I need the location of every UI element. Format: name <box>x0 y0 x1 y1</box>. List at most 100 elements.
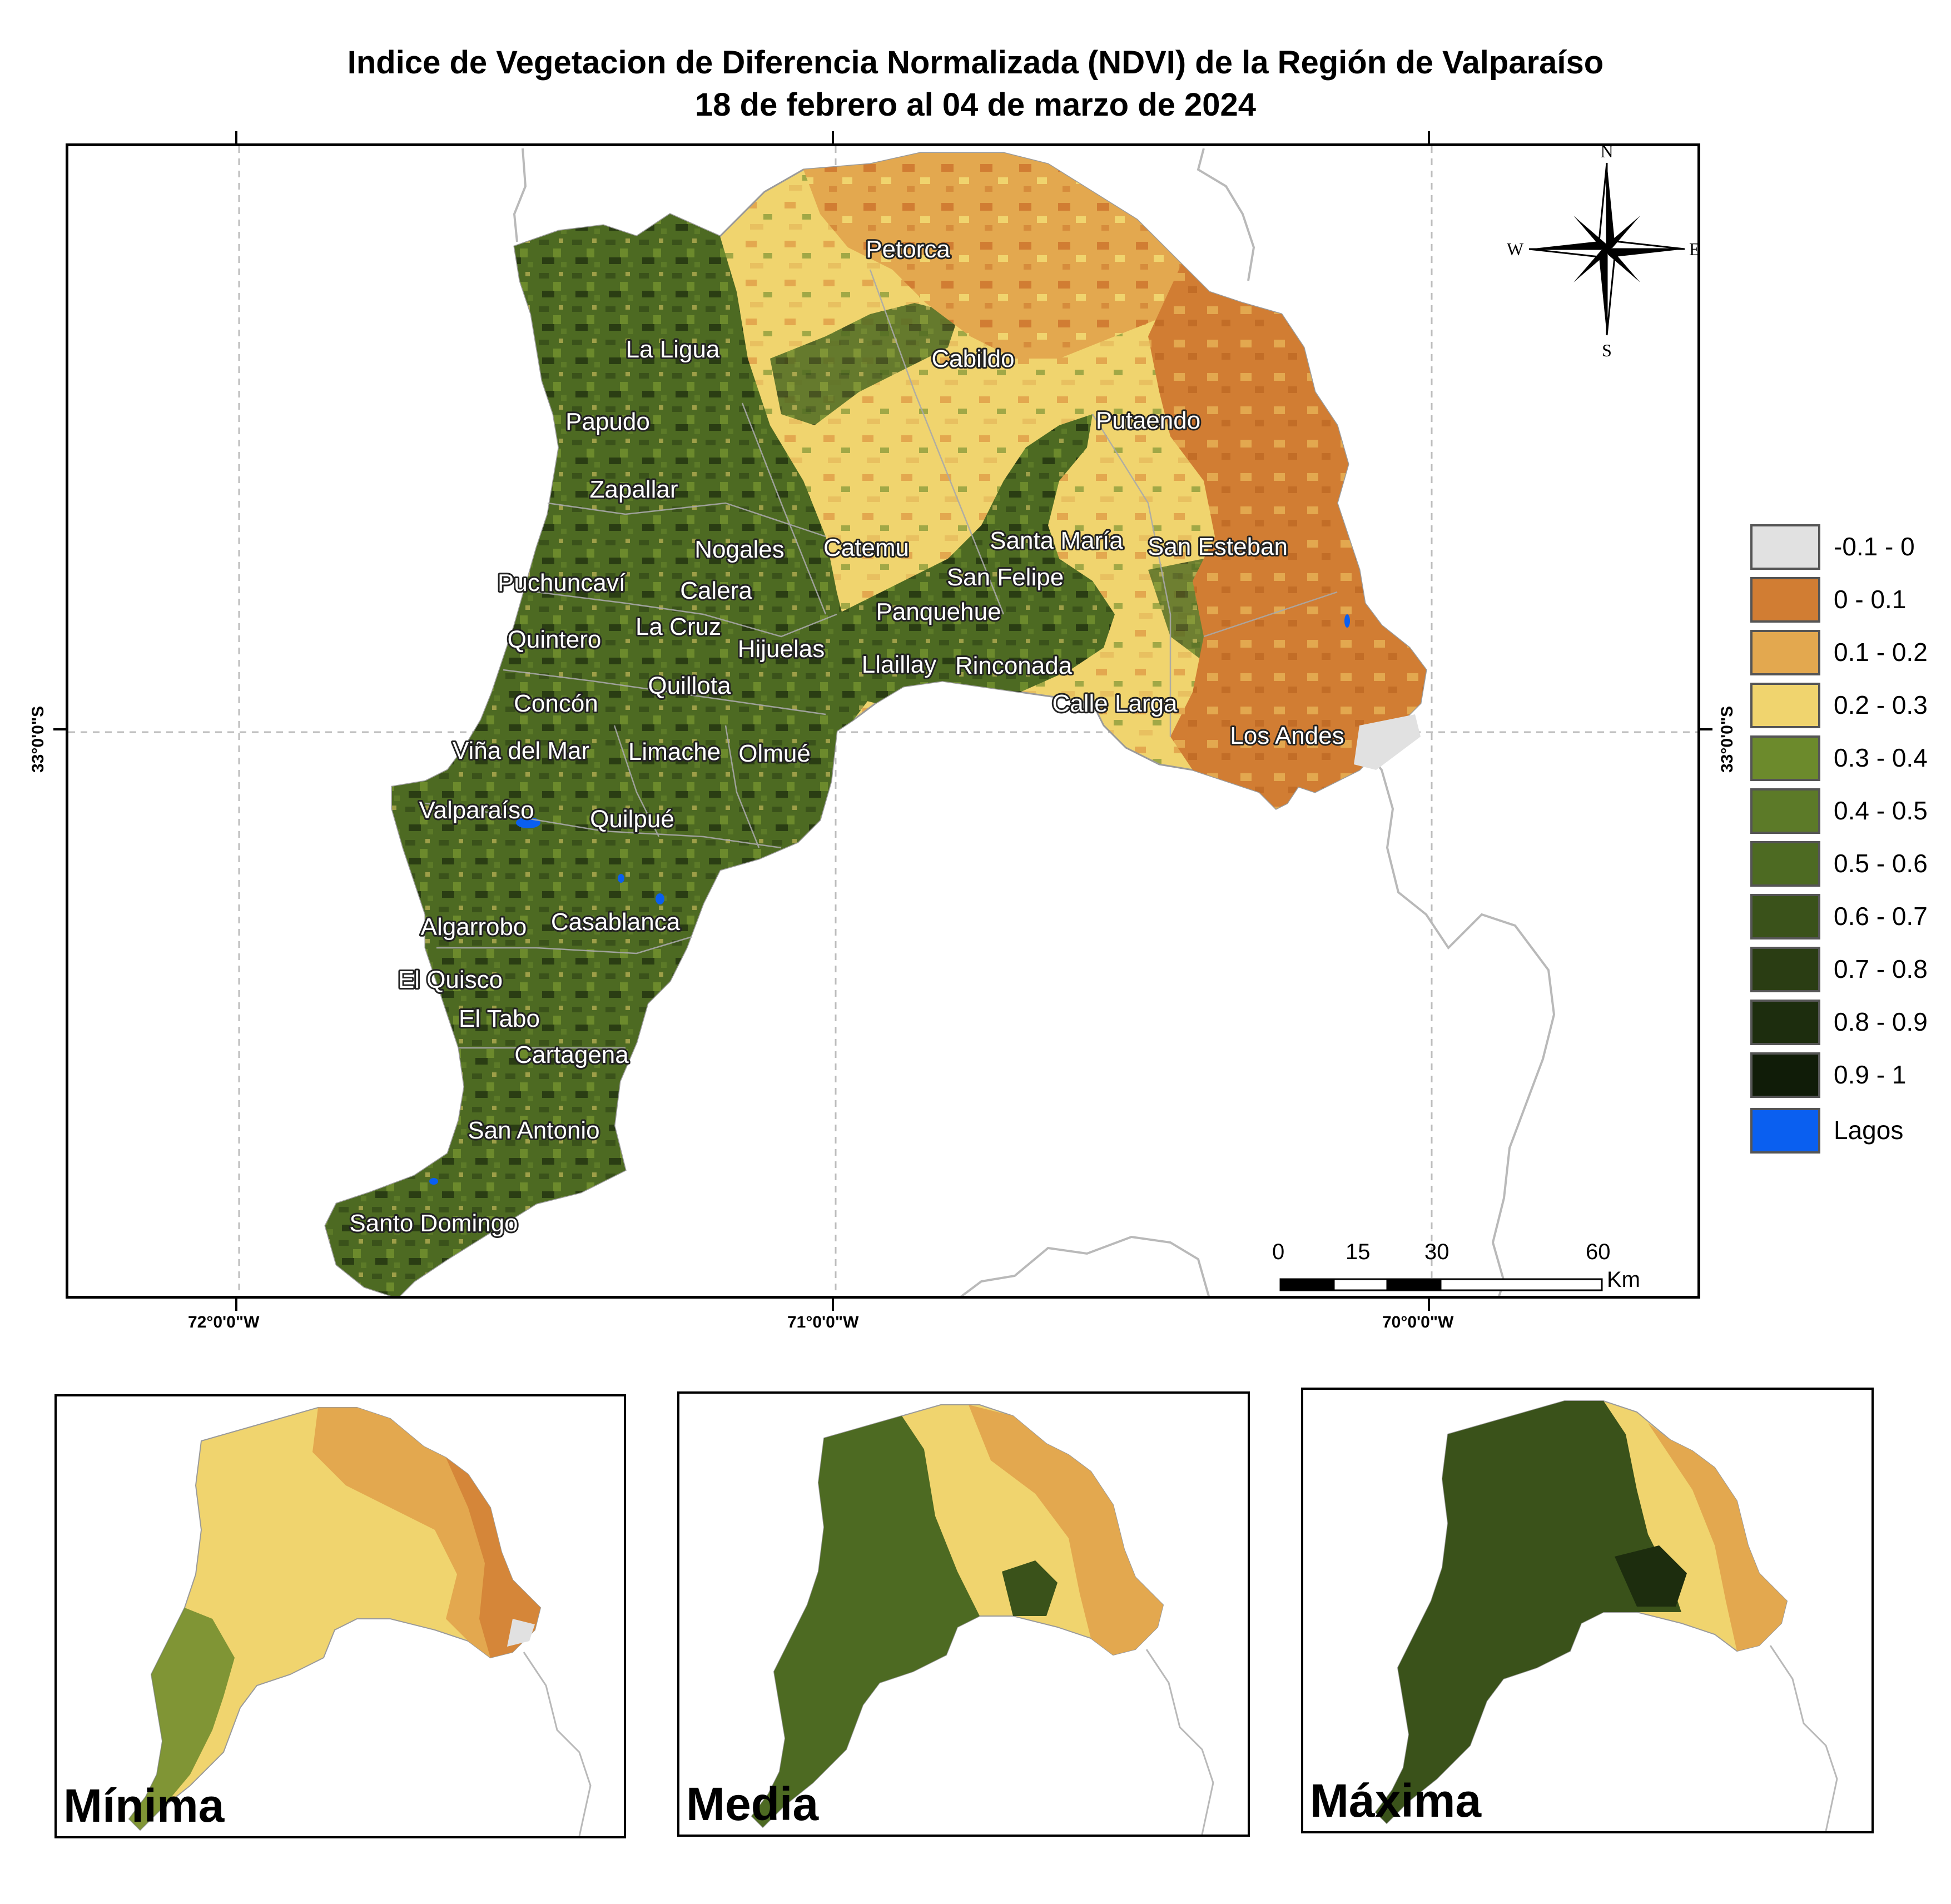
inset-map-minima: Mínima <box>54 1394 626 1838</box>
place-label: Los Andes <box>1230 722 1344 749</box>
scale-tick-60: 60 <box>1586 1240 1611 1264</box>
place-label: Calera <box>680 577 752 604</box>
place-label: El Quisco <box>398 966 503 993</box>
place-label: Puchuncaví <box>498 569 626 596</box>
place-label: Casablanca <box>551 908 681 936</box>
place-label: Valparaíso <box>419 797 534 824</box>
place-label: Viña del Mar <box>453 737 589 764</box>
legend-swatch <box>1750 841 1820 887</box>
place-label: Cabildo <box>931 345 1014 372</box>
neighbour-borders <box>513 148 1556 1296</box>
commune-boundaries <box>425 269 1338 1049</box>
legend-swatch <box>1750 1052 1820 1098</box>
legend-swatch <box>1750 947 1820 992</box>
place-label: La Cruz <box>636 613 721 640</box>
legend-swatch <box>1750 894 1820 939</box>
main-map: Petorca La Ligua Cabildo Papudo Putaendo… <box>68 146 1697 1296</box>
place-label: La Ligua <box>626 336 720 363</box>
place-label: Putaendo <box>1096 407 1200 434</box>
place-label: Zapallar <box>590 476 678 503</box>
north-arrow-icon: N S E W <box>1507 146 1697 360</box>
lon-tick-bottom-1 <box>235 1297 237 1311</box>
legend-swatch <box>1750 788 1820 834</box>
legend-swatch <box>1750 630 1820 675</box>
place-label: Rinconada <box>955 652 1073 679</box>
legend-swatch <box>1750 577 1820 623</box>
place-label: Santa María <box>990 527 1123 554</box>
inset-maxima-map <box>1374 1400 1838 1831</box>
place-label: Quillota <box>648 672 731 699</box>
compass-east-label: E <box>1689 239 1697 259</box>
legend-label: 0.9 - 1 <box>1834 1060 1907 1089</box>
lon-tick-top-2 <box>832 131 834 145</box>
place-label: Llaillay <box>862 651 937 678</box>
lon-tick-bottom-3 <box>1428 1297 1430 1311</box>
map-title-line2: 18 de febrero al 04 de marzo de 2024 <box>694 87 1257 123</box>
place-label: Nogales <box>694 536 784 563</box>
legend-swatch <box>1750 1000 1820 1045</box>
lakes <box>429 614 1350 1185</box>
legend-item: 0.9 - 1 <box>1750 1051 1950 1101</box>
place-label: Catemu <box>823 534 909 561</box>
place-label: San Esteban <box>1148 533 1288 560</box>
scale-tick-15: 15 <box>1346 1240 1371 1264</box>
legend-label: 0.5 - 0.6 <box>1834 849 1928 878</box>
inset-label-minima: Mínima <box>63 1779 225 1832</box>
place-label: Calle Larga <box>1052 690 1178 717</box>
legend-swatch <box>1750 735 1820 781</box>
scale-unit: Km <box>1607 1267 1640 1292</box>
legend-label: -0.1 - 0 <box>1834 532 1915 561</box>
scale-bar <box>1279 1278 1603 1291</box>
legend-label: 0 - 0.1 <box>1834 585 1907 614</box>
lon-label-71w: 71°0'0"W <box>787 1313 859 1331</box>
place-label: Cartagena <box>514 1041 629 1068</box>
scale-tick-0: 0 <box>1272 1240 1285 1264</box>
legend-item: 0.3 - 0.4 <box>1750 734 1950 784</box>
place-label: Panquehue <box>876 598 1001 625</box>
legend-swatch <box>1750 524 1820 570</box>
legend-swatch <box>1750 1108 1820 1154</box>
lon-label-72w: 72°0'0"W <box>188 1313 260 1331</box>
bare-rock <box>1354 714 1421 770</box>
place-label: San Antonio <box>468 1117 599 1144</box>
legend-label: 0.3 - 0.4 <box>1834 743 1928 772</box>
legend-item: 0.6 - 0.7 <box>1750 892 1950 942</box>
legend-item: Lagos <box>1750 1106 1950 1156</box>
lat-label-right: 33°0'0"S <box>1718 705 1736 773</box>
legend-label: 0.6 - 0.7 <box>1834 902 1928 931</box>
scale-tick-30: 30 <box>1424 1240 1449 1264</box>
place-label: Hijuelas <box>738 635 825 663</box>
legend-label: 0.2 - 0.3 <box>1834 690 1928 719</box>
legend-item: 0.4 - 0.5 <box>1750 787 1950 837</box>
inset-label-media: Media <box>686 1778 819 1830</box>
legend-label: 0.4 - 0.5 <box>1834 796 1928 825</box>
place-label: Quintero <box>508 626 602 653</box>
lon-tick-top-3 <box>1428 131 1430 145</box>
inset-media-map <box>751 1404 1214 1835</box>
vegetated-valley-aconcagua <box>837 414 1115 703</box>
legend-item: 0.7 - 0.8 <box>1750 945 1950 995</box>
main-map-frame: Petorca La Ligua Cabildo Papudo Putaendo… <box>66 143 1700 1299</box>
inset-map-maxima: Máxima <box>1301 1388 1874 1833</box>
place-label: Santo Domingo <box>349 1210 518 1237</box>
lon-label-70w: 70°0'0"W <box>1382 1313 1454 1331</box>
compass-south-label: S <box>1602 340 1612 360</box>
legend-label: Lagos <box>1834 1116 1904 1145</box>
place-label: Papudo <box>565 408 650 435</box>
legend-item: 0.5 - 0.6 <box>1750 839 1950 889</box>
place-labels: Petorca La Ligua Cabildo Papudo Putaendo… <box>347 234 1346 1239</box>
legend-label: 0.8 - 0.9 <box>1834 1007 1928 1036</box>
lon-tick-bottom-2 <box>832 1297 834 1311</box>
lat-label-left: 33°0'0"S <box>29 705 47 773</box>
compass-north-label: N <box>1600 146 1613 161</box>
legend-item: 0 - 0.1 <box>1750 575 1950 625</box>
lat-tick-right <box>1699 728 1712 730</box>
compass-west-label: W <box>1507 239 1524 259</box>
vegetated-valley-north <box>770 303 959 425</box>
legend-item: 0.8 - 0.9 <box>1750 998 1950 1048</box>
lat-tick-left <box>53 728 67 730</box>
place-label: San Felipe <box>947 564 1064 591</box>
place-label: Limache <box>628 738 721 765</box>
legend-item: 0.1 - 0.2 <box>1750 628 1950 678</box>
place-label: Concón <box>514 690 598 717</box>
